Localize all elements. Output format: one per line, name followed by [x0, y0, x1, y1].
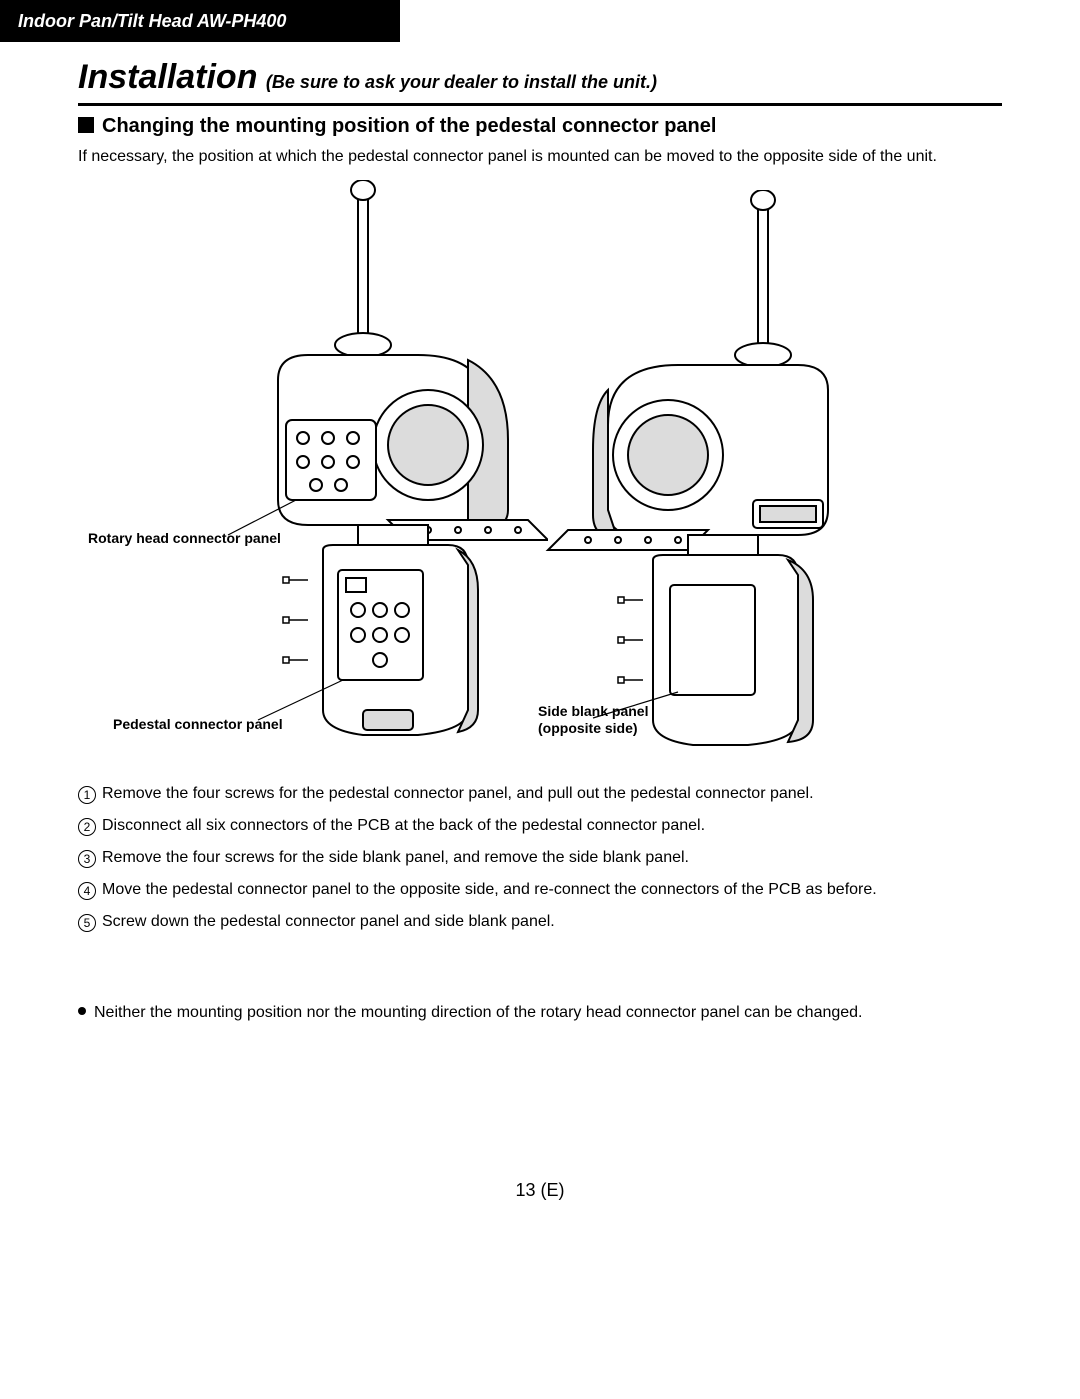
- callout-side-blank-l1: Side blank panel: [538, 703, 648, 720]
- step-text: Move the pedestal connector panel to the…: [102, 881, 877, 899]
- step-3: 3 Remove the four screws for the side bla…: [78, 849, 1002, 867]
- circled-number-icon: 5: [78, 914, 96, 932]
- section-heading-text: Changing the mounting position of the pe…: [102, 115, 716, 137]
- callout-side-blank: Side blank panel (opposite side): [538, 703, 648, 737]
- section-intro: If necessary, the position at which the …: [78, 148, 1002, 166]
- step-text: Disconnect all six connectors of the PCB…: [102, 817, 705, 835]
- step-2: 2 Disconnect all six connectors of the PC…: [78, 817, 1002, 835]
- title-main: Installation: [78, 58, 257, 96]
- callout-pedestal-panel: Pedestal connector panel: [113, 716, 283, 733]
- device-left-illustration: [168, 180, 548, 760]
- step-5: 5 Screw down the pedestal connector panel…: [78, 913, 1002, 931]
- page-number: 13 (E): [0, 1180, 1080, 1201]
- circled-number-icon: 2: [78, 818, 96, 836]
- steps-list: 1 Remove the four screws for the pedestal…: [78, 785, 1002, 945]
- product-name: Indoor Pan/Tilt Head AW-PH400: [18, 11, 286, 32]
- step-text: Remove the four screws for the side blan…: [102, 849, 689, 867]
- bullet-icon: [78, 1007, 86, 1015]
- figure-area: Rotary head connector panel Pedestal con…: [78, 180, 1002, 760]
- circled-number-icon: 3: [78, 850, 96, 868]
- circled-number-icon: 1: [78, 786, 96, 804]
- title-sub: (Be sure to ask your dealer to install t…: [266, 72, 657, 92]
- callout-side-blank-l2: (opposite side): [538, 720, 648, 737]
- step-4: 4 Move the pedestal connector panel to th…: [78, 881, 1002, 899]
- square-bullet-icon: [78, 117, 94, 133]
- device-right-illustration: [538, 190, 918, 770]
- page: Indoor Pan/Tilt Head AW-PH400 Installati…: [0, 0, 1080, 1399]
- section-heading: Changing the mounting position of the pe…: [78, 115, 716, 138]
- step-1: 1 Remove the four screws for the pedestal…: [78, 785, 1002, 803]
- product-header: Indoor Pan/Tilt Head AW-PH400: [0, 0, 400, 42]
- step-text: Remove the four screws for the pedestal …: [102, 785, 814, 803]
- step-text: Screw down the pedestal connector panel …: [102, 913, 555, 931]
- note-text: Neither the mounting position nor the mo…: [94, 1004, 863, 1021]
- callout-rotary-head: Rotary head connector panel: [88, 530, 281, 547]
- note-line: Neither the mounting position nor the mo…: [78, 1004, 1002, 1022]
- page-title-row: Installation (Be sure to ask your dealer…: [78, 58, 1002, 106]
- circled-number-icon: 4: [78, 882, 96, 900]
